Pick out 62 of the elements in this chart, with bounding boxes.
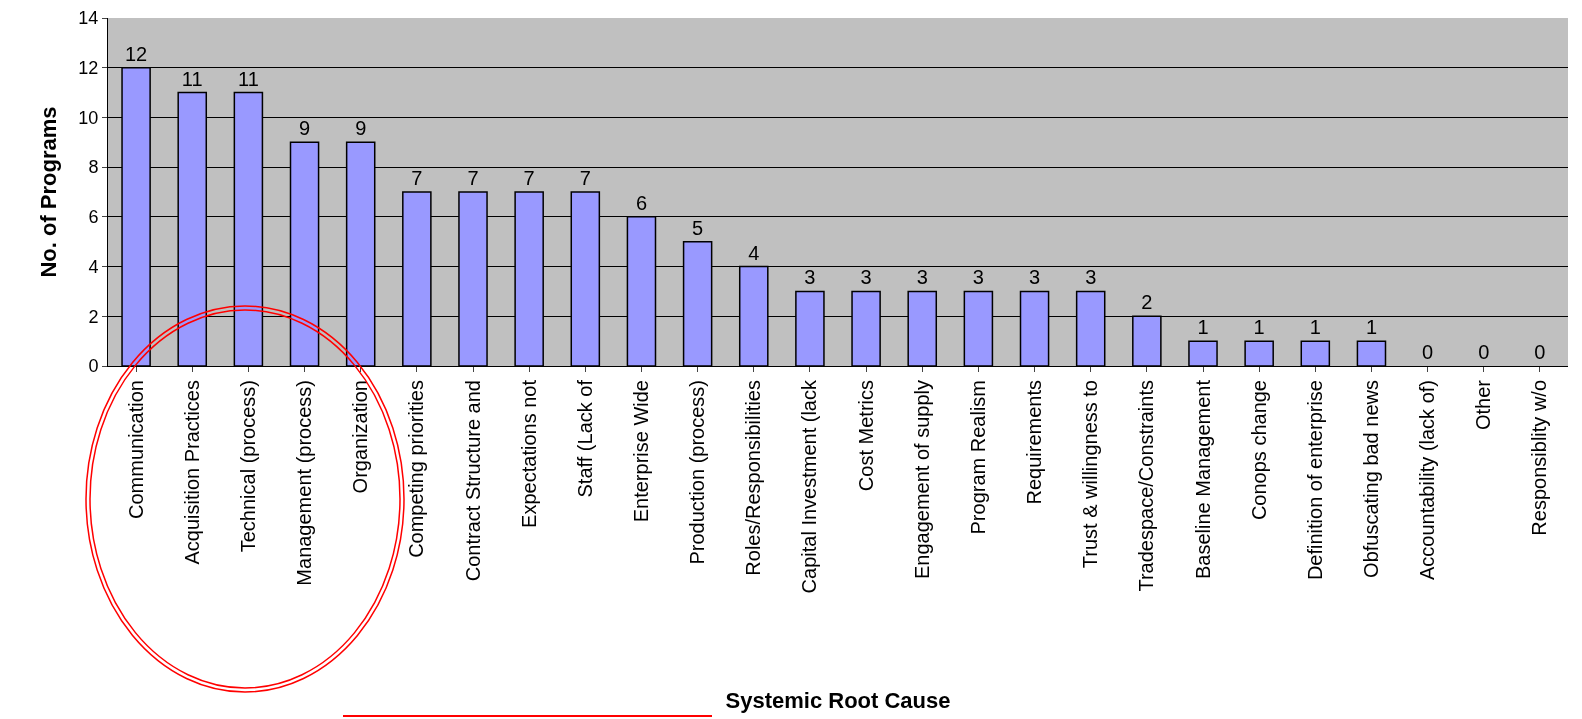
data-label: 3 <box>916 266 928 289</box>
x-tick-label: Baseline Management <box>1191 379 1214 580</box>
x-axis-title: Systemic Root Cause <box>725 688 951 714</box>
data-label: 1 <box>1253 316 1265 339</box>
y-tick-label: 10 <box>78 107 99 128</box>
data-label: 3 <box>1085 266 1097 289</box>
x-tick-label: Other <box>1472 379 1495 431</box>
x-tick-label: Enterprise Wide <box>629 380 652 523</box>
x-tick-label: Program Realism <box>966 380 989 535</box>
data-label: 11 <box>181 67 203 90</box>
x-tick-label: Obfuscating bad news <box>1359 380 1382 578</box>
data-label: 3 <box>860 266 872 289</box>
y-tick-label: 12 <box>78 58 99 79</box>
data-label: 0 <box>1478 341 1490 363</box>
data-label: 4 <box>748 241 760 264</box>
y-tick-label: 6 <box>88 207 99 228</box>
y-tick-label: 2 <box>88 306 99 327</box>
x-tick-label: Staff (Lack of <box>573 379 596 498</box>
x-tick-label: Roles/Responsibilities <box>742 380 765 576</box>
data-label: 7 <box>467 167 479 189</box>
x-tick-label: Management (process) <box>293 380 316 586</box>
x-tick-label: Accountability (lack of) <box>1416 380 1439 581</box>
data-label: 6 <box>635 191 648 214</box>
x-tick-label: Tradespace/Constraints <box>1135 380 1158 592</box>
x-tick-label: Competing priorities <box>405 380 428 558</box>
data-label: 7 <box>411 167 423 189</box>
x-tick-label: Expectations not <box>517 379 540 528</box>
data-label: 7 <box>579 167 591 189</box>
x-tick-label: Cost Metrics <box>854 380 877 492</box>
x-tick-label: Responsiblity w/o <box>1528 380 1551 536</box>
y-axis-title: No. of Programs <box>36 106 62 278</box>
x-tick-label: Communication <box>124 380 147 519</box>
x-tick-label: Organization <box>349 380 372 494</box>
data-label: 9 <box>355 117 367 140</box>
x-tick-label: Engagement of supply <box>910 380 933 580</box>
x-tick-label: Conops change <box>1247 380 1270 521</box>
data-label: 11 <box>238 67 259 90</box>
x-tick-label: Contract Structure and <box>461 380 484 582</box>
data-label: 9 <box>298 117 311 140</box>
y-tick-label: 0 <box>88 356 99 377</box>
x-tick-label: Capital Investment (lack <box>798 379 821 594</box>
data-label: 1 <box>1197 316 1209 339</box>
x-tick-label: Technical (process) <box>236 380 259 553</box>
x-tick-label: Production (process) <box>686 380 709 565</box>
x-tick-label: Trust & willingness to <box>1079 380 1102 569</box>
data-label: 1 <box>1309 316 1321 339</box>
x-tick-label: Requirements <box>1023 380 1046 505</box>
x-tick-label: Definition of enterprise <box>1303 380 1326 581</box>
data-label: 0 <box>1422 341 1434 363</box>
y-tick-label: 4 <box>88 256 99 277</box>
data-label: 3 <box>972 266 984 289</box>
data-label: 1 <box>1365 316 1378 339</box>
data-label: 5 <box>692 216 704 239</box>
data-label: 12 <box>124 42 148 65</box>
data-label: 7 <box>523 167 535 189</box>
data-label: 3 <box>1028 266 1041 289</box>
y-tick-label: 8 <box>88 157 99 178</box>
y-tick-label: 14 <box>78 8 99 29</box>
x-tick-label: Acquisition Practices <box>180 380 203 565</box>
data-label: 3 <box>804 266 816 289</box>
data-label: 2 <box>1141 291 1153 314</box>
data-label: 0 <box>1534 341 1546 363</box>
